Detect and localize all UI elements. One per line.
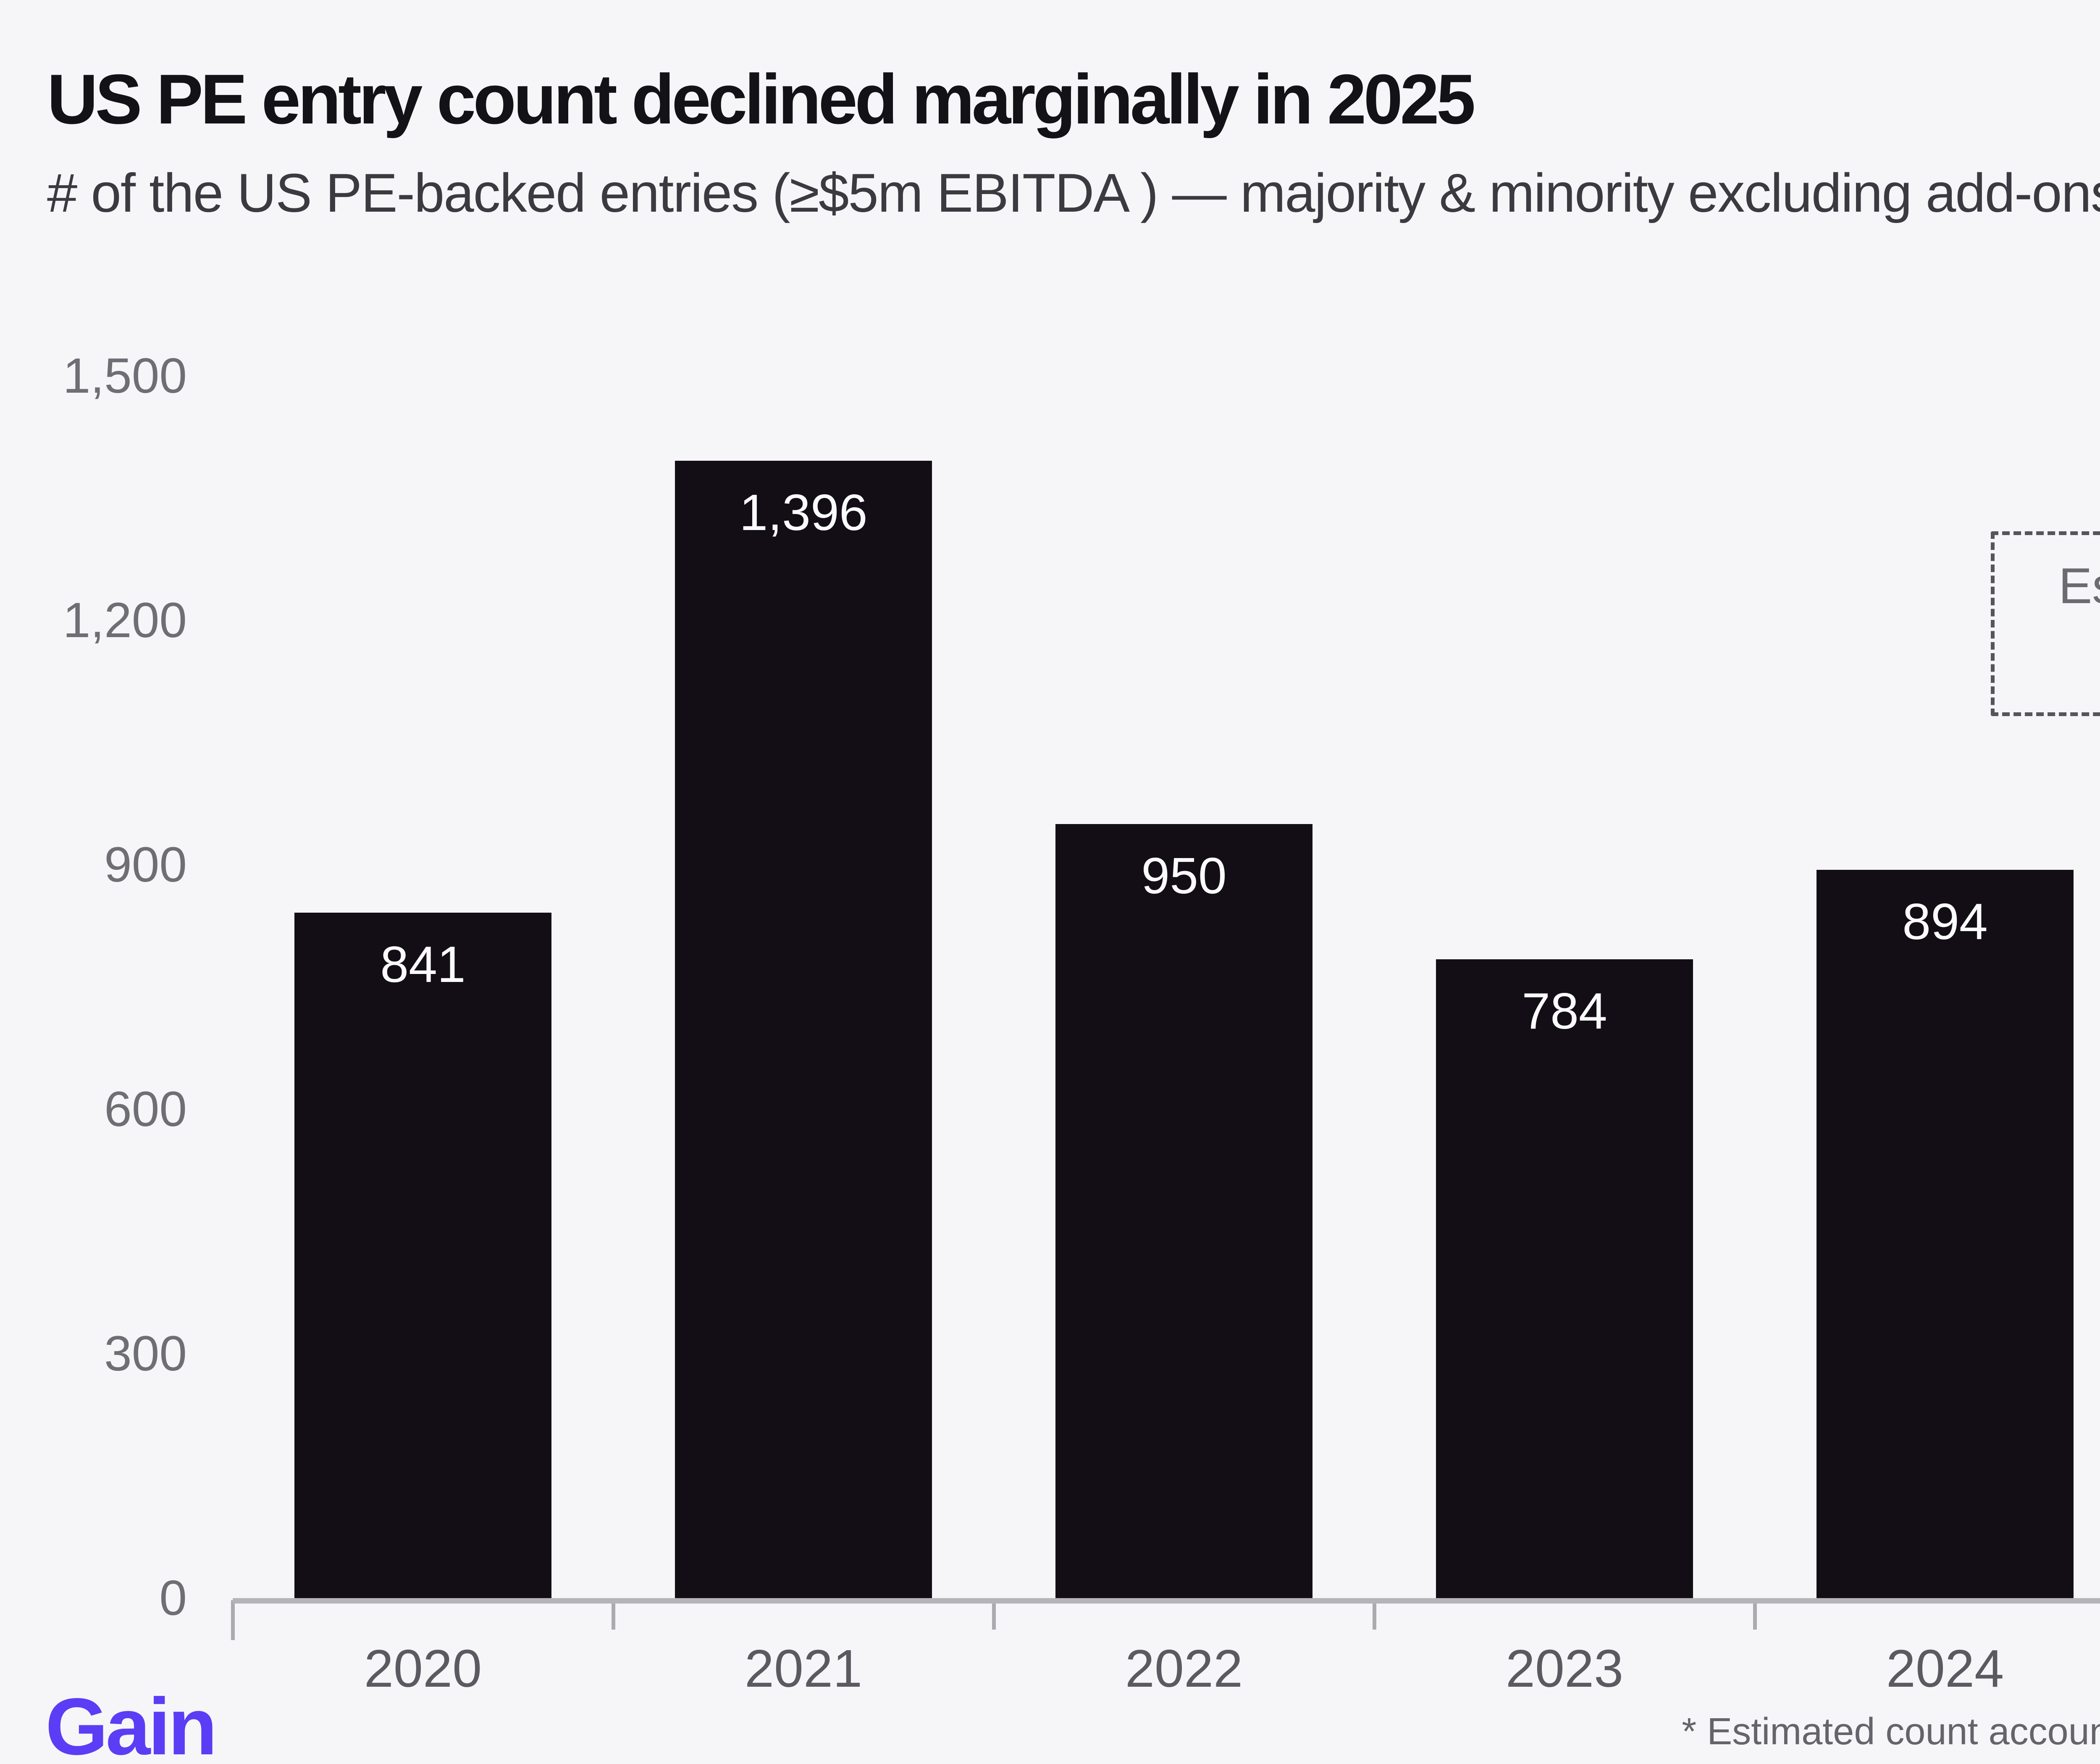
x-axis-tick [1753, 1600, 1757, 1630]
bar-2024: 894 [1816, 869, 2074, 1598]
bar-value-label: 784 [1522, 982, 1607, 1040]
x-axis-label-2023: 2023 [1505, 1639, 1624, 1698]
x-axis-tick [992, 1600, 996, 1630]
x-axis-label-2020: 2020 [364, 1639, 482, 1698]
x-axis-label-2022: 2022 [1125, 1639, 1243, 1698]
y-axis-tick-label: 1,200 [63, 593, 187, 648]
y-axis-tick-label: 600 [104, 1082, 187, 1137]
x-axis-line [233, 1598, 2100, 1604]
bar-value-label: 950 [1141, 847, 1227, 904]
bar-value-label: 894 [1902, 892, 1988, 950]
y-axis-tick-label: 1,500 [63, 348, 187, 404]
y-axis-tick-label: 300 [104, 1326, 187, 1381]
x-axis-tick [612, 1600, 615, 1630]
estimated-count-legend: Estimated count* [1991, 531, 2100, 716]
x-axis-tick [231, 1600, 235, 1640]
bar-value-label: 841 [380, 936, 466, 993]
x-axis-tick [1373, 1600, 1376, 1630]
x-axis-label-2024: 2024 [1886, 1639, 2004, 1698]
bar-2023: 784 [1436, 959, 1693, 1598]
bar-2020: 841 [294, 913, 551, 1598]
chart-title: US PE entry count declined marginally in… [47, 60, 1475, 139]
footnote: * Estimated count accounts for reporting… [1682, 1711, 2100, 1753]
estimated-count-legend-label: Estimated count* [2058, 558, 2100, 690]
bar-value-label: 1,396 [739, 483, 868, 541]
bar-2021: 1,396 [675, 460, 932, 1598]
y-axis-tick-label: 0 [159, 1570, 187, 1626]
gain-logo: Gain [45, 1681, 217, 1764]
chart-subtitle: # of the US PE-backed entries (≥$5m EBIT… [47, 162, 2100, 223]
x-axis-label-2021: 2021 [744, 1639, 863, 1698]
y-axis-tick-label: 900 [104, 837, 187, 892]
bar-2022: 950 [1055, 824, 1312, 1598]
